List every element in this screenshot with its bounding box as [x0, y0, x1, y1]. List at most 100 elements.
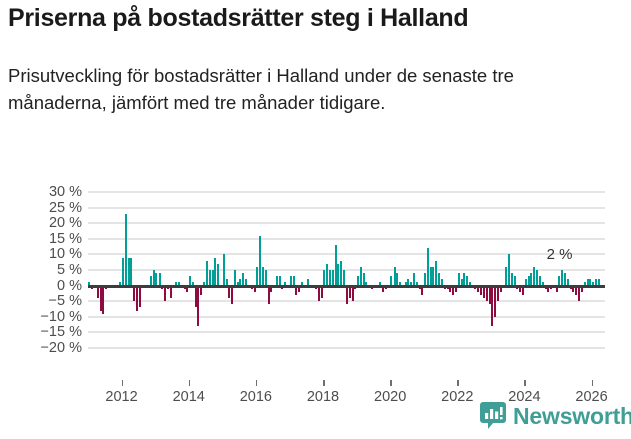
page-subtitle: Prisutveckling för bostadsrätter i Halla… — [8, 65, 514, 114]
bar — [278, 276, 281, 286]
x-tick — [457, 380, 459, 386]
y-tick-label: 10 % — [48, 246, 82, 263]
bar — [317, 285, 320, 302]
bar — [469, 282, 472, 286]
bar — [491, 285, 494, 327]
bar — [292, 276, 295, 286]
bar — [259, 235, 262, 286]
bar — [499, 285, 502, 292]
bar — [407, 279, 410, 286]
bar — [345, 285, 348, 305]
bar — [533, 266, 536, 286]
x-tick — [188, 380, 191, 386]
bar — [594, 279, 597, 286]
gridline — [88, 206, 605, 209]
bar — [477, 285, 480, 292]
bar — [519, 285, 522, 292]
bar — [177, 282, 180, 286]
x-tick — [524, 380, 526, 386]
x-tick — [390, 380, 392, 386]
bar — [561, 270, 564, 286]
bar — [133, 285, 136, 302]
bar — [558, 276, 561, 286]
bar — [365, 282, 368, 286]
gridline — [88, 222, 605, 225]
bar — [597, 279, 600, 286]
bar — [427, 248, 430, 286]
bar — [351, 285, 354, 302]
bar — [513, 276, 516, 286]
bar — [331, 270, 334, 286]
bar — [505, 266, 508, 286]
newsworthy-logo: Newsworthy — [480, 402, 631, 430]
bar — [186, 285, 189, 292]
bar — [242, 273, 245, 286]
bar — [214, 257, 217, 286]
zero-baseline — [88, 284, 605, 288]
y-tick-label: −15 % — [40, 324, 82, 341]
bar — [289, 276, 292, 286]
bar — [239, 279, 242, 286]
bar — [398, 282, 401, 286]
y-tick-label: 15 % — [48, 230, 82, 247]
bar — [211, 270, 214, 286]
bar — [511, 273, 513, 286]
bar — [536, 270, 539, 286]
x-tick-label: 2014 — [172, 389, 205, 405]
bar — [264, 270, 267, 286]
bar — [410, 282, 413, 286]
gridline — [88, 253, 605, 256]
bar — [583, 282, 586, 286]
bar — [334, 245, 337, 286]
bar — [452, 285, 455, 295]
bar — [396, 273, 399, 286]
bar — [586, 279, 589, 286]
bar — [362, 273, 365, 286]
bar — [575, 285, 578, 295]
x-tick — [255, 380, 258, 386]
bar — [527, 276, 530, 286]
bar — [228, 285, 231, 299]
bar — [96, 285, 99, 299]
bar — [415, 282, 418, 286]
bar — [440, 279, 443, 286]
bar — [449, 285, 452, 292]
bar — [231, 285, 234, 305]
bar — [284, 282, 287, 286]
y-tick-label: −5 % — [48, 293, 82, 310]
bar — [382, 285, 385, 292]
bar — [155, 273, 158, 286]
bar — [340, 260, 343, 286]
bar — [480, 285, 483, 295]
bar — [466, 276, 469, 286]
y-tick-label: 5 % — [57, 262, 82, 278]
bar — [245, 279, 248, 286]
bar — [217, 263, 220, 286]
x-tick — [323, 380, 325, 386]
x-tick — [591, 380, 594, 386]
bar — [412, 273, 415, 286]
bar — [276, 276, 278, 286]
bar — [547, 285, 550, 292]
bar — [337, 263, 340, 286]
bar — [538, 276, 541, 286]
x-tick-label: 2024 — [508, 389, 541, 405]
bar — [236, 282, 239, 286]
x-tick — [121, 380, 124, 386]
bar — [564, 273, 567, 286]
bar — [404, 282, 407, 286]
bar — [150, 276, 153, 286]
bar — [119, 282, 122, 286]
gridline — [88, 347, 605, 349]
y-tick-label: 20 % — [48, 215, 82, 232]
bar — [234, 270, 237, 286]
bar — [572, 285, 575, 292]
last-value-annotation: 2 % — [546, 246, 573, 264]
bar — [457, 273, 460, 286]
bar — [88, 282, 91, 286]
bar — [306, 279, 309, 286]
bar-chart-speech-bubble-icon — [480, 402, 506, 430]
bar — [301, 282, 304, 286]
y-tick-label: 25 % — [48, 199, 82, 216]
bar — [438, 273, 441, 286]
